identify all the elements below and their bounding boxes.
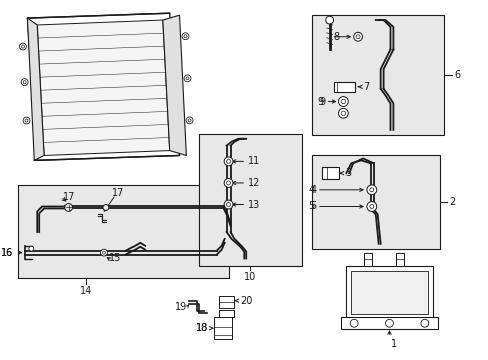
Text: 18: 18 bbox=[195, 323, 207, 333]
Circle shape bbox=[186, 117, 193, 124]
Circle shape bbox=[183, 35, 186, 38]
Text: 4: 4 bbox=[308, 185, 314, 195]
Text: 5: 5 bbox=[310, 202, 316, 211]
Text: 8: 8 bbox=[333, 32, 339, 42]
Circle shape bbox=[182, 33, 188, 40]
Bar bbox=[218, 310, 234, 318]
Polygon shape bbox=[163, 15, 186, 156]
Circle shape bbox=[369, 188, 373, 192]
Text: 12: 12 bbox=[248, 178, 260, 188]
Bar bbox=[218, 296, 234, 307]
Circle shape bbox=[183, 75, 190, 82]
Bar bbox=[350, 271, 427, 314]
Circle shape bbox=[338, 96, 347, 107]
Text: 19: 19 bbox=[175, 302, 187, 311]
Bar bbox=[321, 167, 339, 179]
Circle shape bbox=[355, 35, 359, 39]
Circle shape bbox=[29, 246, 34, 251]
Circle shape bbox=[366, 185, 376, 195]
Text: 2: 2 bbox=[448, 197, 455, 207]
Polygon shape bbox=[37, 20, 169, 156]
Circle shape bbox=[20, 43, 26, 50]
Text: 20: 20 bbox=[240, 296, 252, 306]
Text: 7: 7 bbox=[362, 82, 368, 92]
Text: 1: 1 bbox=[391, 339, 397, 349]
Circle shape bbox=[224, 179, 232, 187]
Circle shape bbox=[226, 159, 230, 163]
Circle shape bbox=[224, 200, 232, 209]
Circle shape bbox=[25, 119, 28, 122]
Bar bbox=[199, 134, 302, 266]
Text: 11: 11 bbox=[248, 156, 260, 166]
Circle shape bbox=[188, 119, 191, 122]
Text: 5: 5 bbox=[308, 202, 314, 211]
Text: 17: 17 bbox=[62, 192, 75, 202]
Circle shape bbox=[23, 117, 30, 124]
Text: 9: 9 bbox=[317, 96, 323, 107]
Text: 10: 10 bbox=[244, 272, 256, 282]
Bar bbox=[311, 156, 439, 249]
Circle shape bbox=[21, 45, 24, 48]
Circle shape bbox=[349, 319, 357, 327]
Circle shape bbox=[64, 203, 72, 211]
Bar bbox=[341, 318, 437, 329]
Text: 14: 14 bbox=[80, 286, 92, 296]
Circle shape bbox=[325, 16, 333, 24]
Circle shape bbox=[338, 108, 347, 118]
Circle shape bbox=[420, 319, 428, 327]
Text: 17: 17 bbox=[112, 188, 124, 198]
Circle shape bbox=[369, 204, 373, 208]
Bar bbox=[396, 253, 404, 266]
Text: 18: 18 bbox=[195, 323, 207, 333]
Circle shape bbox=[102, 251, 105, 254]
Text: 15: 15 bbox=[109, 253, 121, 264]
Bar bbox=[333, 82, 354, 92]
Text: 16: 16 bbox=[1, 248, 14, 258]
Text: 3: 3 bbox=[345, 168, 351, 178]
Circle shape bbox=[226, 203, 230, 207]
Circle shape bbox=[353, 32, 362, 41]
Circle shape bbox=[341, 99, 345, 104]
Polygon shape bbox=[27, 18, 44, 160]
Circle shape bbox=[385, 319, 393, 327]
Circle shape bbox=[23, 81, 26, 84]
Circle shape bbox=[103, 204, 109, 210]
Bar bbox=[213, 318, 231, 339]
Circle shape bbox=[185, 77, 188, 80]
Circle shape bbox=[366, 202, 376, 211]
Text: 16: 16 bbox=[1, 248, 14, 258]
Circle shape bbox=[101, 249, 107, 256]
Text: 13: 13 bbox=[248, 199, 260, 210]
Circle shape bbox=[226, 181, 230, 185]
Bar bbox=[346, 266, 432, 323]
Text: 6: 6 bbox=[453, 70, 459, 80]
Circle shape bbox=[21, 79, 28, 86]
Bar bbox=[311, 15, 444, 135]
Bar bbox=[18, 185, 228, 278]
Circle shape bbox=[341, 111, 345, 116]
Text: 9: 9 bbox=[319, 96, 325, 107]
Polygon shape bbox=[27, 13, 179, 160]
Bar bbox=[363, 253, 371, 266]
Text: 4: 4 bbox=[310, 185, 316, 195]
Circle shape bbox=[224, 157, 232, 166]
